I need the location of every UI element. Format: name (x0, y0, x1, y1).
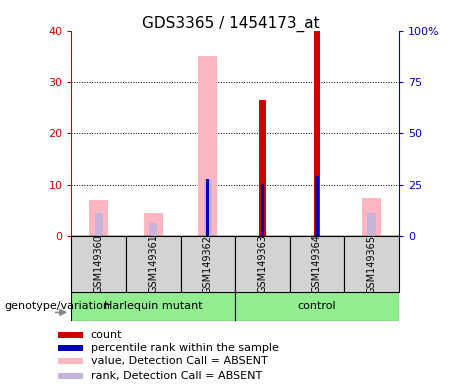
Text: GSM149361: GSM149361 (148, 235, 158, 293)
Bar (315, 175, 319, 236)
Bar (259, 100, 266, 236)
Bar (198, 56, 218, 236)
Bar (313, 31, 320, 236)
Bar (58, 373, 83, 379)
Bar (71, 292, 235, 321)
Bar (367, 213, 376, 236)
Bar (89, 200, 108, 236)
Bar (204, 179, 212, 236)
Bar (149, 223, 157, 236)
Bar (126, 236, 181, 292)
Bar (58, 358, 83, 364)
Bar (58, 332, 83, 338)
Text: GDS3365 / 1454173_at: GDS3365 / 1454173_at (142, 15, 319, 31)
Bar (235, 292, 399, 321)
Text: GSM149363: GSM149363 (257, 235, 267, 293)
Text: genotype/variation: genotype/variation (5, 301, 111, 311)
Text: Harlequin mutant: Harlequin mutant (104, 301, 202, 311)
Text: count: count (91, 330, 122, 340)
Text: GSM149360: GSM149360 (94, 235, 104, 293)
Text: value, Detection Call = ABSENT: value, Detection Call = ABSENT (91, 356, 267, 366)
Bar (261, 184, 264, 236)
Text: percentile rank within the sample: percentile rank within the sample (91, 343, 278, 353)
Bar (71, 236, 126, 292)
Text: control: control (298, 301, 336, 311)
Bar (362, 198, 381, 236)
Bar (235, 236, 290, 292)
Bar (144, 213, 163, 236)
Text: GSM149362: GSM149362 (203, 235, 213, 293)
Bar (290, 236, 344, 292)
Text: GSM149365: GSM149365 (366, 235, 377, 293)
Bar (206, 179, 209, 236)
Bar (181, 236, 235, 292)
Bar (58, 345, 83, 351)
Bar (95, 213, 103, 236)
Bar (344, 236, 399, 292)
Text: GSM149364: GSM149364 (312, 235, 322, 293)
Text: rank, Detection Call = ABSENT: rank, Detection Call = ABSENT (91, 371, 262, 381)
